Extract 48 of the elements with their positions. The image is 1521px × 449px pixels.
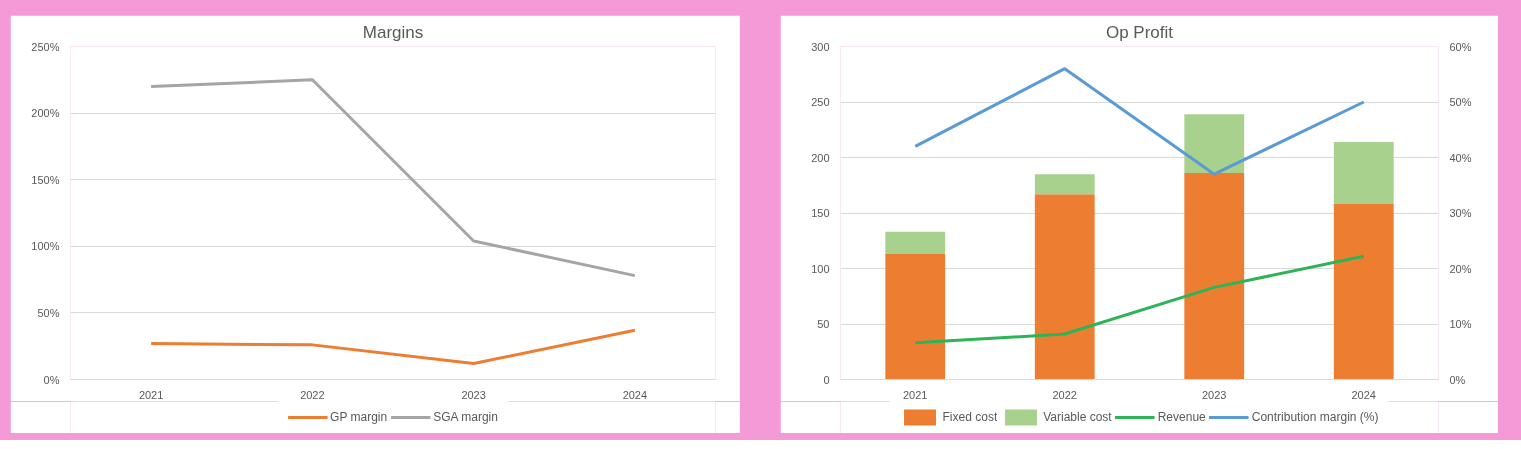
legend-label: SGA margin [433,410,498,424]
y-tick-label: 100% [31,240,60,253]
bar [1333,141,1394,205]
y-tick-label: 250 [811,96,830,108]
y-tick-label: 50 [817,318,830,330]
y2-tick-label: 10% [1449,318,1472,330]
line-series [913,254,1366,345]
chart-title: Op Profit [1105,22,1174,42]
y-tick-label: 50% [37,306,60,319]
bar [1034,194,1095,380]
x-tick-label: 2023 [461,388,486,401]
y-tick-label: 100 [811,262,830,275]
bar [1184,173,1245,380]
bar [1184,114,1245,174]
chart-title: Margins [362,22,424,42]
x-tick-label: 2022 [300,388,325,401]
legend-label: Fixed cost [942,410,998,424]
legend-label: Contribution margin (%) [1251,410,1379,424]
y-tick-label: 150 [811,207,830,219]
y2-tick-label: 50% [1449,96,1472,108]
y-tick-label: 0 [823,373,830,386]
y2-tick-label: 40% [1449,151,1472,164]
x-tick-label: 2021 [903,388,928,401]
bar [1333,204,1394,380]
y2-tick-label: 0% [1449,373,1466,386]
bar [885,254,946,380]
y-tick-label: 300 [811,40,830,53]
bar [1034,174,1095,195]
line-series [913,67,1366,176]
y2-tick-label: 30% [1449,207,1472,219]
y-tick-label: 0% [43,373,60,386]
y-tick-label: 200% [31,107,60,120]
y2-tick-label: 60% [1449,40,1472,53]
x-tick-label: 2024 [622,388,648,401]
y-tick-label: 150% [31,173,60,186]
x-tick-label: 2021 [138,388,164,401]
y-tick-label: 250% [31,40,60,53]
y-tick-label: 200 [811,151,830,164]
line-series [149,328,637,366]
x-tick-label: 2023 [1202,388,1227,401]
line-series [149,78,637,278]
y2-tick-label: 20% [1449,262,1472,275]
x-tick-label: 2024 [1351,388,1376,401]
legend-label: GP margin [330,410,388,424]
legend-label: Revenue [1157,410,1206,424]
legend-label: Variable cost [1043,410,1112,424]
x-tick-label: 2022 [1052,388,1077,401]
bar [885,231,946,255]
